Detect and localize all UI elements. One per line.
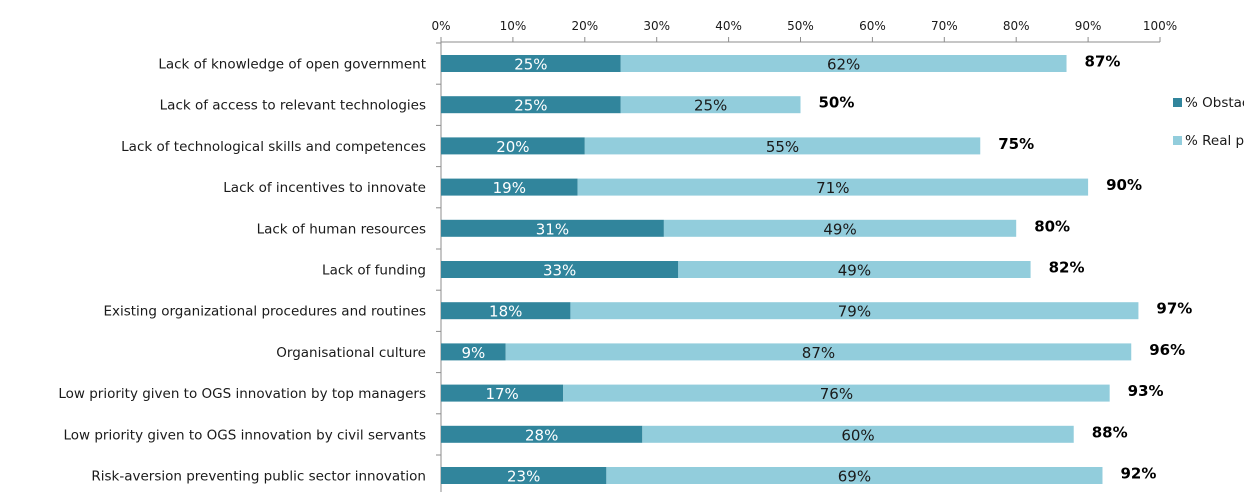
data-label: 18% [489, 303, 522, 321]
bar-obstacle [441, 261, 679, 278]
legend-swatch [1173, 98, 1182, 107]
data-label: 87% [802, 344, 835, 362]
bar-obstacle [441, 343, 506, 361]
legend-swatch [1173, 136, 1182, 145]
x-tick-label: 20% [571, 19, 598, 33]
data-label: 33% [543, 262, 576, 280]
total-label: 82% [1049, 259, 1085, 277]
data-label: 9% [461, 344, 485, 362]
bar-obstacle [441, 425, 643, 443]
category-label: Lack of human resources [257, 221, 426, 237]
bar-real-problem [570, 302, 1139, 320]
bar-obstacle [441, 302, 571, 320]
data-label: 49% [838, 262, 871, 280]
total-label: 50% [819, 94, 855, 112]
data-label: 31% [536, 220, 569, 238]
total-label: 90% [1106, 176, 1142, 194]
total-label: 97% [1156, 300, 1192, 318]
data-label: 20% [496, 138, 529, 156]
data-label: 19% [493, 179, 526, 197]
category-label: Lack of incentives to innovate [223, 180, 426, 196]
category-label: Lack of funding [322, 263, 426, 279]
legend-label: % Obstacle [1185, 95, 1244, 111]
total-label: 92% [1120, 465, 1156, 483]
category-label: Organisational culture [276, 345, 426, 361]
data-label: 28% [525, 426, 558, 444]
bar-obstacle [441, 96, 621, 114]
x-tick-label: 80% [1003, 19, 1030, 33]
category-label: Lack of access to relevant technologies [160, 98, 426, 114]
category-label: Lack of knowledge of open government [158, 57, 426, 73]
x-tick-label: 40% [715, 19, 742, 33]
x-tick-label: 10% [500, 19, 527, 33]
data-label: 25% [694, 97, 727, 115]
x-tick-label: 0% [431, 19, 450, 33]
x-tick-label: 30% [643, 19, 670, 33]
data-label: 17% [485, 385, 518, 403]
bar-real-problem [642, 425, 1074, 443]
x-tick-label: 100% [1143, 19, 1177, 33]
data-label: 23% [507, 468, 540, 486]
bar-obstacle [441, 384, 564, 402]
bar-obstacle [441, 219, 664, 237]
bar-real-problem [584, 137, 981, 155]
data-label: 25% [514, 97, 547, 115]
data-label: 49% [823, 220, 856, 238]
data-label: 60% [841, 426, 874, 444]
bar-real-problem [620, 55, 1067, 72]
x-tick-label: 60% [859, 19, 886, 33]
category-label: Risk-aversion preventing public sector i… [91, 469, 426, 485]
category-label: Lack of technological skills and compete… [121, 139, 426, 155]
bar-real-problem [563, 384, 1110, 402]
total-label: 96% [1149, 341, 1185, 359]
total-label: 88% [1092, 423, 1128, 441]
x-tick-label: 90% [1075, 19, 1102, 33]
category-label: Low priority given to OGS innovation by … [58, 386, 426, 402]
data-label: 55% [766, 138, 799, 156]
bar-real-problem [620, 96, 801, 114]
x-tick-label: 70% [931, 19, 958, 33]
total-label: 87% [1085, 53, 1121, 71]
bar-real-problem [505, 343, 1132, 361]
total-label: 75% [998, 135, 1034, 153]
category-label: Low priority given to OGS innovation by … [63, 427, 426, 443]
data-label: 25% [514, 56, 547, 74]
data-label: 76% [820, 385, 853, 403]
data-label: 62% [827, 56, 860, 74]
total-label: 93% [1128, 382, 1164, 400]
x-tick-label: 50% [787, 19, 814, 33]
legend-label: % Real problem [1185, 133, 1244, 149]
bar-real-problem [663, 219, 1017, 237]
bar-obstacle [441, 55, 621, 72]
category-label: Existing organizational procedures and r… [103, 304, 426, 320]
bar-obstacle [441, 178, 578, 196]
total-label: 80% [1034, 217, 1070, 235]
data-label: 71% [816, 179, 849, 197]
data-label: 79% [838, 303, 871, 321]
bar-real-problem [678, 261, 1031, 278]
bar-obstacle [441, 467, 607, 484]
data-label: 69% [838, 468, 871, 486]
bar-real-problem [577, 178, 1089, 196]
bar-obstacle [441, 137, 585, 155]
bar-real-problem [606, 467, 1103, 484]
